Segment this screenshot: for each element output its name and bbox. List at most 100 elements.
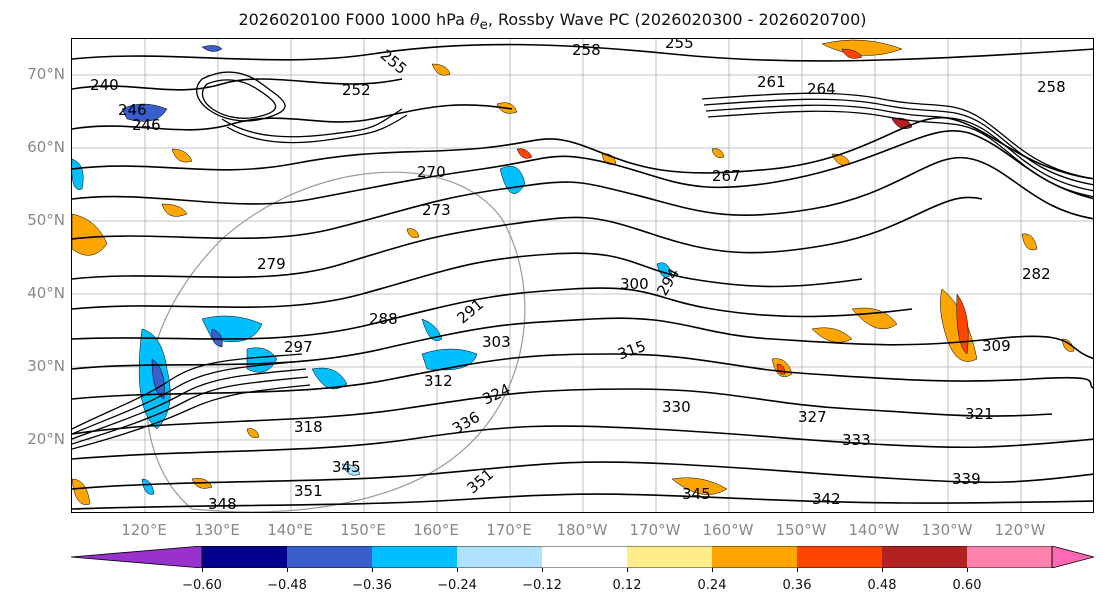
contour-label: 261 xyxy=(757,73,786,91)
colorbar-segment xyxy=(797,546,882,568)
contour-label: 315 xyxy=(615,337,648,364)
contour-label: 270 xyxy=(417,163,446,181)
colorbar-tick xyxy=(967,568,968,572)
title-prefix: 2026020100 F000 1000 hPa xyxy=(238,10,470,29)
lon-label-150e: 150°E xyxy=(340,521,386,539)
colorbar-extend-left xyxy=(70,545,203,569)
lon-label-170w: 170°W xyxy=(629,521,681,539)
lon-label-140w: 140°W xyxy=(848,521,900,539)
colorbar-tick-label: −0.24 xyxy=(437,578,477,593)
map-frame: 240 246 246 252 255 258 255 261 264 258 … xyxy=(71,38,1094,513)
contour-label: 348 xyxy=(208,495,237,513)
contour-label: 321 xyxy=(965,405,994,423)
lat-label-70n: 70°N xyxy=(27,65,65,83)
colorbar-segment xyxy=(202,546,287,568)
contour-label: 333 xyxy=(842,431,871,449)
negative-anomaly-patches xyxy=(72,45,673,495)
contour-label: 330 xyxy=(662,398,691,416)
colorbar-extend-right xyxy=(1051,545,1096,569)
contour-label: 327 xyxy=(798,408,827,426)
title-symbol: θ xyxy=(469,10,480,29)
contour-label: 297 xyxy=(284,338,313,356)
colorbar-tick-label: −0.48 xyxy=(267,578,307,593)
contour-label: 351 xyxy=(294,482,323,500)
contour-label: 246 xyxy=(132,116,161,134)
lon-label-160e: 160°E xyxy=(413,521,459,539)
lat-label-20n: 20°N xyxy=(27,430,65,448)
colorbar-tick-label: 0.36 xyxy=(782,578,812,593)
contour-label: 339 xyxy=(952,470,981,488)
contour-label: 255 xyxy=(377,46,411,78)
colorbar-segment xyxy=(967,546,1052,568)
colorbar-tick xyxy=(287,568,288,572)
contour-label: 264 xyxy=(807,80,836,98)
map-title: 2026020100 F000 1000 hPa θe, Rossby Wave… xyxy=(0,10,1105,33)
colorbar-segment xyxy=(457,546,542,568)
colorbar-tick-label: −0.60 xyxy=(182,578,222,593)
colorbar-segment xyxy=(542,546,627,568)
graticule xyxy=(72,39,1093,512)
contour-label: 342 xyxy=(812,490,841,508)
colorbar-tick-label: 0.48 xyxy=(867,578,897,593)
contour-label: 252 xyxy=(342,81,371,99)
lon-label-160w: 160°W xyxy=(702,521,754,539)
title-suffix: , Rossby Wave PC (2026020300 - 202602070… xyxy=(487,10,867,29)
contour-bundle-asia xyxy=(72,71,408,450)
contour-label: 279 xyxy=(257,255,286,273)
colorbar-tick-label: −0.36 xyxy=(352,578,392,593)
contour-label: 255 xyxy=(665,39,694,52)
lon-label-150w: 150°W xyxy=(775,521,827,539)
contour-bundle-east xyxy=(701,92,1093,198)
colorbar-segment xyxy=(627,546,712,568)
contour-label: 267 xyxy=(712,167,741,185)
colorbar-tick xyxy=(882,568,883,572)
colorbar-tick xyxy=(372,568,373,572)
contour-label: 258 xyxy=(572,41,601,59)
contour-label: 288 xyxy=(369,310,398,328)
lon-label-130e: 130°E xyxy=(194,521,240,539)
colorbar-segment xyxy=(712,546,797,568)
lat-label-40n: 40°N xyxy=(27,284,65,302)
contour-label: 240 xyxy=(90,76,119,94)
lat-label-60n: 60°N xyxy=(27,138,65,156)
colorbar-segment xyxy=(287,546,372,568)
colorbar-tick xyxy=(797,568,798,572)
colorbar-tick xyxy=(712,568,713,572)
title-subscript: e xyxy=(479,18,488,34)
lat-label-30n: 30°N xyxy=(27,357,65,375)
lon-label-130w: 130°W xyxy=(921,521,973,539)
contour-label: 282 xyxy=(1022,265,1051,283)
colorbar-tick xyxy=(202,568,203,572)
lon-label-120e: 120°E xyxy=(121,521,167,539)
colorbar-tick-label: 0.12 xyxy=(612,578,642,593)
lon-label-180w: 180°W xyxy=(556,521,608,539)
contour-label: 312 xyxy=(424,372,453,390)
lon-label-170e: 170°E xyxy=(486,521,532,539)
contour-label: 309 xyxy=(982,337,1011,355)
colorbar-segment xyxy=(372,546,457,568)
colorbar-tick xyxy=(627,568,628,572)
contour-label: 273 xyxy=(422,201,451,219)
lon-label-120w: 120°W xyxy=(994,521,1046,539)
contour-label: 291 xyxy=(454,295,488,327)
colorbar-tick xyxy=(457,568,458,572)
contour-label: 303 xyxy=(482,333,511,351)
colorbar xyxy=(70,545,1096,569)
contour-label: 345 xyxy=(682,485,711,503)
contour-label: 345 xyxy=(332,458,361,476)
contour-label: 258 xyxy=(1037,78,1066,96)
contour-label: 246 xyxy=(118,101,147,119)
contour-label: 300 xyxy=(620,275,649,293)
lon-label-140e: 140°E xyxy=(267,521,313,539)
colorbar-tick xyxy=(542,568,543,572)
colorbar-segment xyxy=(882,546,967,568)
lat-label-50n: 50°N xyxy=(27,211,65,229)
map-canvas: 240 246 246 252 255 258 255 261 264 258 … xyxy=(72,39,1093,513)
colorbar-tick-label: 0.24 xyxy=(697,578,727,593)
colorbar-tick-label: 0.60 xyxy=(952,578,982,593)
colorbar-svg xyxy=(70,545,1096,569)
colorbar-tick-label: −0.12 xyxy=(522,578,562,593)
contour-label: 318 xyxy=(294,418,323,436)
contour-label: 324 xyxy=(480,380,514,408)
